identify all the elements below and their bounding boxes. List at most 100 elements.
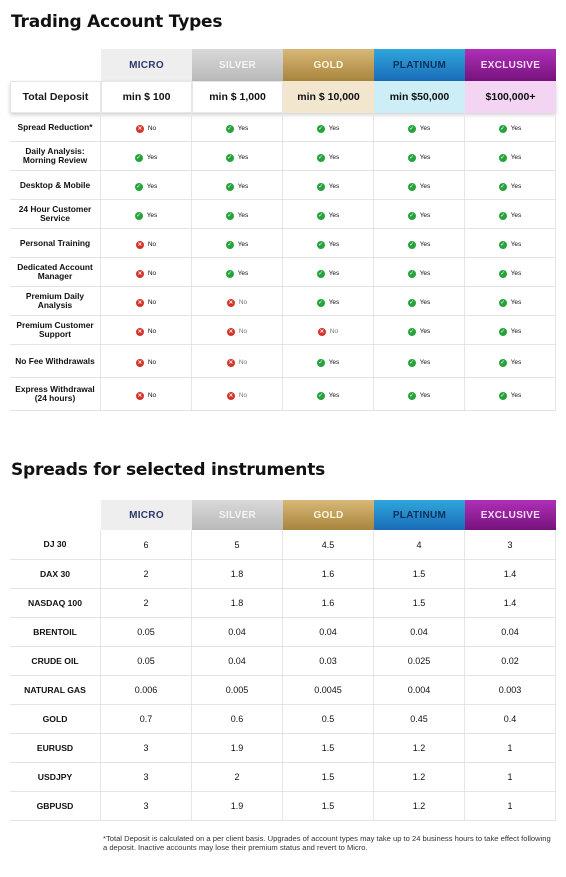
no-indicator: × No bbox=[226, 391, 247, 400]
check-icon: ✓ bbox=[225, 211, 234, 220]
feature-label: Dedicated Account Manager bbox=[10, 258, 101, 287]
yes-indicator: ✓ Yes bbox=[498, 327, 521, 336]
spread-value: 1.9 bbox=[192, 734, 283, 763]
spread-value: 0.05 bbox=[101, 618, 192, 647]
status-label: No bbox=[238, 359, 248, 366]
status-label: Yes bbox=[328, 392, 340, 399]
account-types-title: Trading Account Types bbox=[11, 12, 223, 32]
instrument-label: GBPUSD bbox=[10, 792, 101, 821]
feature-cell: ✓ Yes bbox=[283, 229, 374, 258]
status-label: Yes bbox=[237, 125, 249, 132]
check-icon: ✓ bbox=[316, 124, 325, 133]
feature-row: Daily Analysis: Morning Review ✓ Yes ✓ Yes ✓ Y… bbox=[10, 142, 556, 171]
feature-row: Express Withdrawal (24 hours) × No × No ✓ Yes ✓… bbox=[10, 378, 556, 411]
feature-cell: ✓ Yes bbox=[465, 316, 556, 345]
status-label: Yes bbox=[510, 359, 522, 366]
deposit-platinum: min $50,000 bbox=[374, 81, 465, 113]
no-indicator: × No bbox=[135, 240, 156, 249]
spread-value: 1.5 bbox=[283, 734, 374, 763]
feature-cell: ✓ Yes bbox=[283, 345, 374, 378]
status-label: No bbox=[147, 359, 157, 366]
feature-label: Premium Customer Support bbox=[10, 316, 101, 345]
no-indicator: × No bbox=[135, 327, 156, 336]
status-label: No bbox=[238, 328, 248, 335]
total-deposit-label: Total Deposit bbox=[10, 81, 101, 113]
spread-value: 1.5 bbox=[374, 560, 465, 589]
feature-row: No Fee Withdrawals × No × No ✓ Yes ✓ Yes ✓ Yes bbox=[10, 345, 556, 378]
spreads-table: MICRO SILVER GOLD PLATINUM EXCLUSIVE DJ … bbox=[10, 500, 556, 821]
check-icon: ✓ bbox=[498, 240, 507, 249]
feature-rows: Spread Reduction* × No ✓ Yes ✓ Yes ✓ Yes ✓ Yes Dail… bbox=[10, 113, 556, 411]
account-types-table: MICRO SILVER GOLD PLATINUM EXCLUSIVE Tot… bbox=[10, 49, 556, 411]
yes-indicator: ✓ Yes bbox=[498, 153, 521, 162]
feature-cell: ✓ Yes bbox=[101, 142, 192, 171]
spread-value: 1.2 bbox=[374, 734, 465, 763]
spread-value: 5 bbox=[192, 530, 283, 560]
yes-indicator: ✓ Yes bbox=[407, 269, 430, 278]
check-icon: ✓ bbox=[498, 391, 507, 400]
feature-cell: ✓ Yes bbox=[101, 171, 192, 200]
header-spacer bbox=[10, 49, 101, 81]
yes-indicator: ✓ Yes bbox=[407, 327, 431, 336]
yes-indicator: ✓ Yes bbox=[498, 358, 522, 367]
yes-indicator: ✓ Yes bbox=[498, 269, 521, 278]
feature-cell: ✓ Yes bbox=[374, 171, 465, 200]
feature-cell: × No bbox=[192, 316, 283, 345]
no-indicator: × No bbox=[226, 327, 248, 336]
spread-value: 4.5 bbox=[283, 530, 374, 560]
feature-label: 24 Hour Customer Service bbox=[10, 200, 101, 229]
status-label: Yes bbox=[419, 212, 431, 219]
check-icon: ✓ bbox=[134, 153, 143, 162]
status-label: Yes bbox=[419, 359, 431, 366]
check-icon: ✓ bbox=[407, 327, 416, 336]
feature-cell: ✓ Yes bbox=[374, 200, 465, 229]
feature-cell: × No bbox=[101, 345, 192, 378]
feature-cell: × No bbox=[101, 378, 192, 411]
yes-indicator: ✓ Yes bbox=[498, 240, 521, 249]
yes-indicator: ✓ Yes bbox=[498, 182, 521, 191]
spread-value: 1 bbox=[465, 763, 556, 792]
status-label: Yes bbox=[237, 183, 249, 190]
feature-cell: ✓ Yes bbox=[465, 142, 556, 171]
check-icon: ✓ bbox=[407, 124, 416, 133]
status-label: Yes bbox=[419, 328, 431, 335]
status-label: No bbox=[147, 125, 157, 132]
check-icon: ✓ bbox=[134, 211, 143, 220]
spread-row: GBPUSD 3 1.9 1.5 1.2 1 bbox=[10, 792, 556, 821]
status-label: Yes bbox=[237, 212, 249, 219]
check-icon: ✓ bbox=[225, 182, 234, 191]
check-icon: ✓ bbox=[498, 211, 507, 220]
feature-cell: × No bbox=[101, 258, 192, 287]
status-label: No bbox=[147, 392, 157, 399]
feature-cell: ✓ Yes bbox=[465, 113, 556, 142]
spread-row: DJ 30 6 5 4.5 4 3 bbox=[10, 530, 556, 560]
yes-indicator: ✓ Yes bbox=[316, 298, 339, 307]
check-icon: ✓ bbox=[225, 240, 234, 249]
feature-cell: × No bbox=[101, 287, 192, 316]
no-indicator: × No bbox=[317, 327, 338, 336]
feature-cell: ✓ Yes bbox=[374, 378, 465, 411]
deposit-exclusive: $100,000+ bbox=[465, 81, 556, 113]
feature-cell: ✓ Yes bbox=[283, 113, 374, 142]
check-icon: ✓ bbox=[316, 211, 325, 220]
feature-cell: ✓ Yes bbox=[192, 200, 283, 229]
yes-indicator: ✓ Yes bbox=[316, 358, 339, 367]
spread-row: USDJPY 3 2 1.5 1.2 1 bbox=[10, 763, 556, 792]
feature-label: Spread Reduction* bbox=[10, 113, 101, 142]
status-label: Yes bbox=[237, 270, 249, 277]
cross-icon: × bbox=[135, 240, 144, 249]
footnote: *Total Deposit is calculated on a per cl… bbox=[103, 834, 551, 852]
yes-indicator: ✓ Yes bbox=[225, 211, 249, 220]
spread-value: 0.7 bbox=[101, 705, 192, 734]
feature-cell: ✓ Yes bbox=[283, 142, 374, 171]
spread-value: 0.0045 bbox=[283, 676, 374, 705]
check-icon: ✓ bbox=[498, 358, 507, 367]
spread-value: 0.025 bbox=[374, 647, 465, 676]
check-icon: ✓ bbox=[225, 269, 234, 278]
spread-row: DAX 30 2 1.8 1.6 1.5 1.4 bbox=[10, 560, 556, 589]
spread-value: 0.003 bbox=[465, 676, 556, 705]
spread-value: 6 bbox=[101, 530, 192, 560]
spread-value: 4 bbox=[374, 530, 465, 560]
spread-value: 0.004 bbox=[374, 676, 465, 705]
status-label: Yes bbox=[328, 270, 340, 277]
